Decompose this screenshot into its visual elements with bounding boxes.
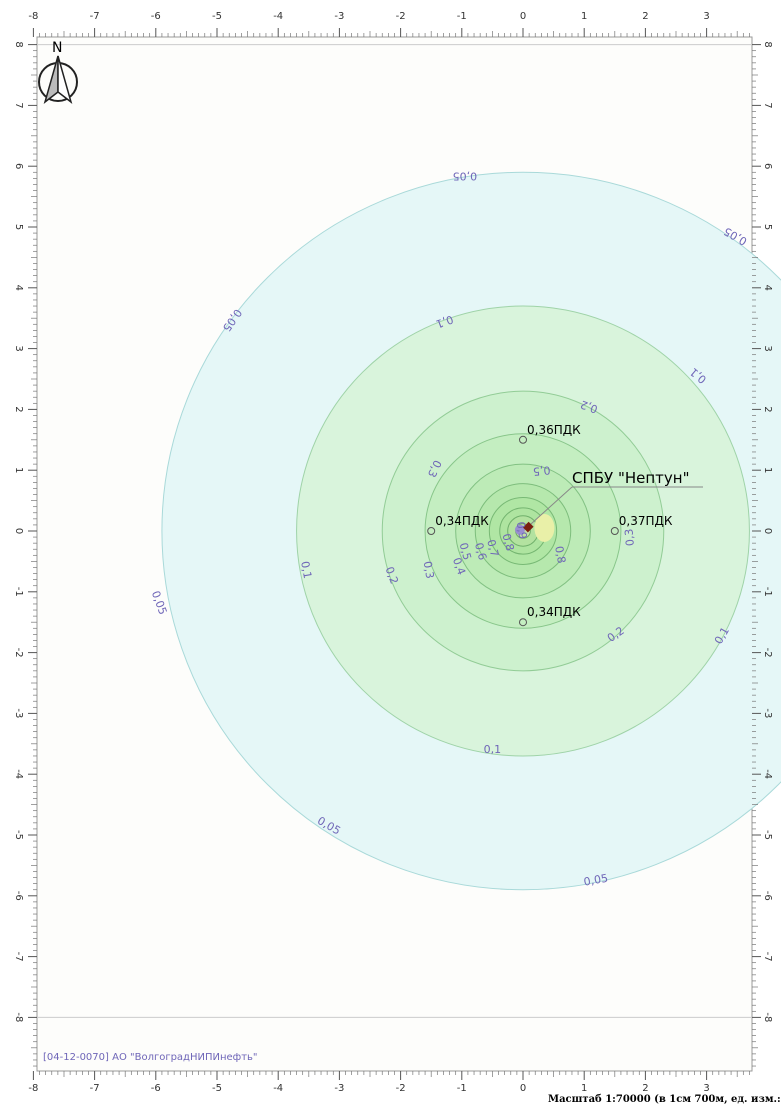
- y-tick-label: 6: [762, 163, 773, 169]
- receptor-point-label: 0,34ПДК: [435, 514, 489, 528]
- y-tick-label: 3: [762, 345, 773, 351]
- isoline-label: 0,05: [583, 872, 609, 889]
- x-tick-label: 0: [520, 11, 526, 22]
- y-tick-label: -2: [762, 648, 773, 658]
- isoline-label: 0,7: [484, 538, 501, 558]
- receptor-point[interactable]: [427, 527, 436, 535]
- y-tick-label: -7: [762, 952, 773, 962]
- receptor-points-group: 0,36ПДК 0,34ПДК 0,37ПДК 0,34ПДК: [427, 423, 673, 627]
- y-tick-label: 8: [13, 41, 24, 47]
- source-leader-line: [527, 486, 573, 528]
- y-tick-label: 5: [762, 224, 773, 230]
- y-tick-label: 7: [762, 102, 773, 108]
- footer-organization: [04-12-0070] АО "ВолгоградНИПИнефть": [43, 1052, 258, 1063]
- x-tick-label: -4: [273, 1083, 283, 1094]
- y-tick-label: -1: [13, 587, 24, 597]
- isoline-label: 0,3: [622, 528, 636, 547]
- y-tick-label: -7: [13, 952, 24, 962]
- axis-ticks-group: -8 -8 -7 -7 -6 -6 -5 -5 -4 -4 -3 -3 -2 -2 -1 -1 0 0 1 1 2 2 3 3…: [13, 11, 773, 1094]
- x-tick-label: -8: [28, 1083, 38, 1094]
- y-tick-label: -3: [13, 708, 24, 718]
- isoline-label: 0,1: [298, 560, 314, 579]
- isoline-label: 0,1: [484, 743, 502, 756]
- x-tick-label: 0: [520, 1083, 526, 1094]
- y-tick-label: 0: [13, 528, 24, 534]
- y-tick-label: 8: [762, 41, 773, 47]
- x-tick-label: -1: [457, 11, 467, 22]
- x-tick-label: -2: [396, 11, 406, 22]
- isoline-label: 0,6: [472, 541, 489, 561]
- x-tick-label: -7: [90, 1083, 100, 1094]
- isoline-label: 0,5: [457, 541, 474, 561]
- x-tick-label: -3: [334, 1083, 344, 1094]
- isoline-label: 0,3: [421, 560, 437, 579]
- y-tick-label: -4: [762, 769, 773, 779]
- y-tick-label: 0: [762, 528, 773, 534]
- y-tick-label: 3: [13, 345, 24, 351]
- receptor-point[interactable]: [519, 618, 527, 627]
- x-tick-label: -6: [151, 11, 161, 22]
- x-tick-label: -6: [151, 1083, 161, 1094]
- source-marker[interactable]: [514, 521, 534, 535]
- y-tick-label: 1: [762, 467, 773, 473]
- y-tick-label: -5: [762, 830, 773, 840]
- x-tick-label: -5: [212, 1083, 222, 1094]
- y-tick-label: -3: [762, 708, 773, 718]
- y-tick-label: 4: [762, 285, 773, 291]
- y-tick-label: 6: [13, 163, 24, 169]
- y-tick-label: -8: [762, 1012, 773, 1022]
- x-tick-label: 3: [703, 1083, 709, 1094]
- y-tick-label: 2: [762, 406, 773, 412]
- isoline-label: 0,2: [383, 565, 401, 586]
- y-tick-label: 4: [13, 285, 24, 291]
- isoline-label: 0,8: [499, 532, 516, 552]
- source-point: [514, 524, 525, 535]
- receptor-point[interactable]: [519, 435, 527, 444]
- y-tick-label: -4: [13, 769, 24, 779]
- isoline-label: 0,9: [514, 521, 530, 540]
- x-tick-label: 2: [642, 11, 648, 22]
- y-tick-label: -1: [762, 587, 773, 597]
- isoline-label: 0,5: [532, 463, 551, 477]
- y-tick-label: 2: [13, 406, 24, 412]
- y-tick-label: -6: [13, 891, 24, 901]
- source-icon: [522, 521, 534, 533]
- receptor-point[interactable]: [610, 527, 619, 535]
- x-tick-label: -2: [396, 1083, 406, 1094]
- receptor-point-label: 0,36ПДК: [527, 423, 581, 437]
- x-tick-label: 1: [581, 11, 587, 22]
- scale-label: Масштаб 1:70000 (в 1см 700м, ед. изм.: к…: [548, 1094, 781, 1105]
- north-label: N: [52, 40, 62, 56]
- x-tick-label: -8: [28, 11, 38, 22]
- x-tick-label: -3: [334, 11, 344, 22]
- x-tick-label: -4: [273, 11, 283, 22]
- x-tick-label: -1: [457, 1083, 467, 1094]
- isoline-label: 0,8: [552, 545, 568, 564]
- source-label: СПБУ "Нептун": [572, 469, 690, 487]
- isoline-label: 0,2: [579, 398, 600, 416]
- y-tick-label: -2: [13, 648, 24, 658]
- y-tick-label: 1: [13, 467, 24, 473]
- isoline-label: 0,05: [453, 169, 478, 182]
- hotspot-area: [534, 513, 555, 542]
- y-tick-label: 5: [13, 224, 24, 230]
- x-tick-label: -7: [90, 11, 100, 22]
- y-tick-label: -8: [13, 1012, 24, 1022]
- receptor-point-label: 0,34ПДК: [527, 605, 581, 619]
- x-tick-label: 3: [703, 11, 709, 22]
- isoline-label: 0,4: [450, 556, 468, 577]
- x-tick-label: 1: [581, 1083, 587, 1094]
- y-tick-label: 7: [13, 102, 24, 108]
- y-tick-label: -5: [13, 830, 24, 840]
- x-tick-label: 2: [642, 1083, 648, 1094]
- receptor-point-label: 0,37ПДК: [619, 514, 673, 528]
- north-arrow-icon: [38, 55, 78, 104]
- x-tick-label: -5: [212, 11, 222, 22]
- isoline-label: 0,1: [434, 312, 455, 330]
- y-tick-label: -6: [762, 891, 773, 901]
